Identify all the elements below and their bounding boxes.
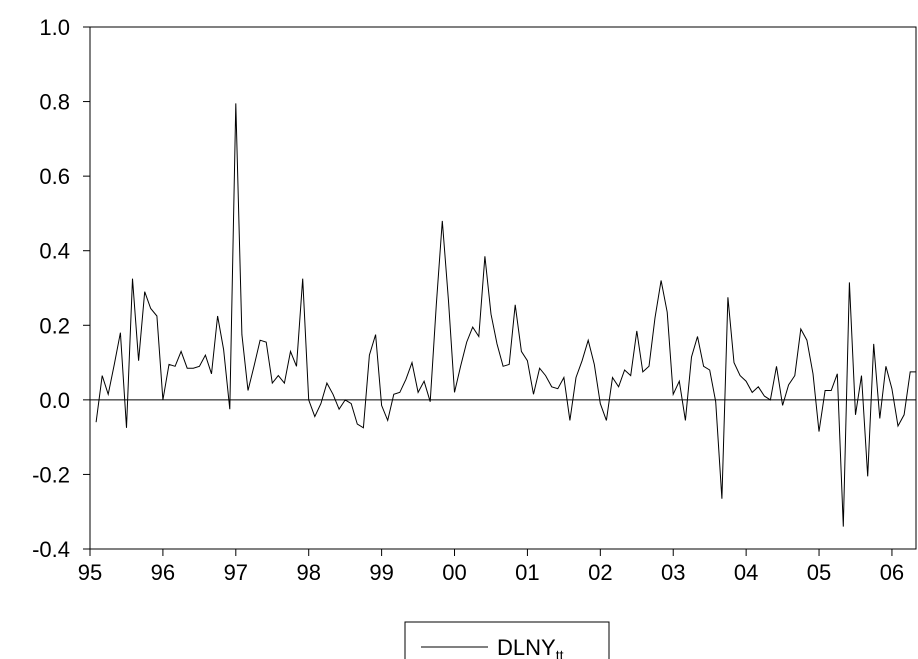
y-tick-label: 0.6 bbox=[39, 164, 70, 189]
legend-series-subscript: tt bbox=[556, 647, 564, 659]
x-tick-label: 05 bbox=[807, 560, 831, 585]
y-tick-label: -0.2 bbox=[32, 462, 70, 487]
y-tick-label: 1.0 bbox=[39, 15, 70, 40]
series-layer bbox=[95, 103, 917, 527]
y-tick-label: -0.4 bbox=[32, 537, 70, 562]
x-tick-label: 01 bbox=[515, 560, 539, 585]
y-tick-label: 0.4 bbox=[39, 239, 70, 264]
y-axis: -0.4 -0.2 0.0 0.2 0.4 0.6 0.8 1.0 bbox=[32, 15, 90, 562]
y-tick-label: 0.8 bbox=[39, 90, 70, 115]
x-tick-label: 00 bbox=[442, 560, 466, 585]
x-tick-label: 99 bbox=[369, 560, 393, 585]
series-line-dlny bbox=[95, 103, 917, 527]
legend-box bbox=[404, 621, 610, 659]
legend: DLNYtt bbox=[404, 621, 610, 659]
plot-frame bbox=[89, 26, 917, 550]
legend-series-name: DLNY bbox=[497, 635, 556, 659]
x-tick-label: 96 bbox=[151, 560, 175, 585]
y-tick-label: 0.2 bbox=[39, 313, 70, 338]
x-tick-label: 98 bbox=[296, 560, 320, 585]
x-tick-label: 95 bbox=[78, 560, 102, 585]
x-tick-label: 97 bbox=[224, 560, 248, 585]
x-tick-label: 04 bbox=[734, 560, 758, 585]
x-axis: 95 96 97 98 99 00 01 02 03 04 05 06 bbox=[78, 549, 904, 585]
y-tick-label: 0.0 bbox=[39, 388, 70, 413]
legend-label: DLNYtt bbox=[497, 635, 564, 659]
x-tick-label: 06 bbox=[880, 560, 904, 585]
x-tick-label: 02 bbox=[588, 560, 612, 585]
x-tick-label: 03 bbox=[661, 560, 685, 585]
